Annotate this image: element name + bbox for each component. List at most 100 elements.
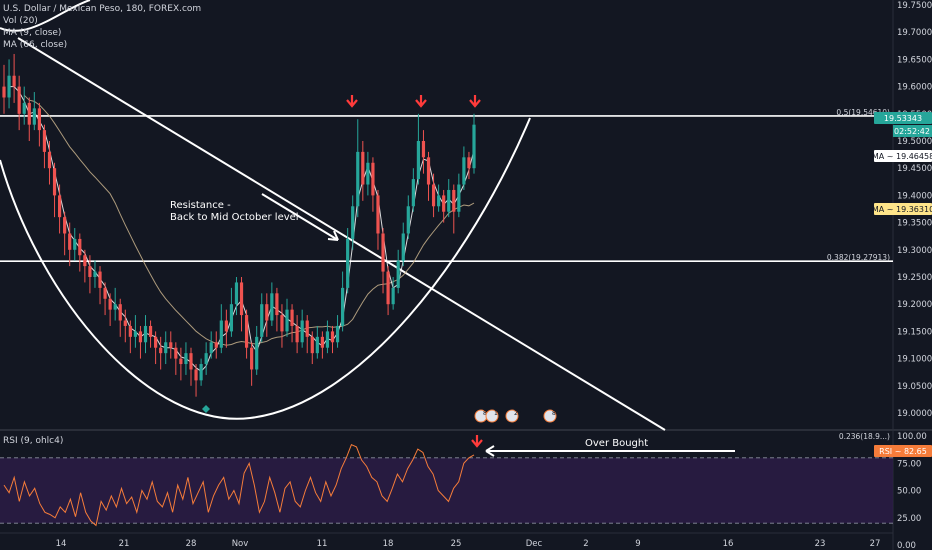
candle-body <box>138 331 143 343</box>
rsi-tick-label: 0.00 <box>897 541 916 550</box>
time-tick-label: 16 <box>723 539 734 549</box>
annotation-layer[interactable]: Resistance -Back to Mid October level Ove… <box>170 95 735 457</box>
volume-indicator-label[interactable]: Vol (20) <box>3 16 38 26</box>
candle-body <box>396 260 400 288</box>
time-tick-label: 23 <box>815 539 826 549</box>
candle-body <box>98 271 102 288</box>
candle-body <box>63 217 67 234</box>
candle-body <box>320 336 324 348</box>
candle-body <box>462 157 466 185</box>
candle-body <box>457 184 461 212</box>
ma-slow-indicator-label[interactable]: MA (66, close) <box>3 40 68 50</box>
candle-body <box>57 195 62 218</box>
time-tick-label: 21 <box>119 539 130 549</box>
time-tick-label: 27 <box>870 539 881 549</box>
candle-body <box>447 189 451 212</box>
price-tick-label: 19.45000 <box>897 164 932 174</box>
price-tick-label: 19.20000 <box>897 300 932 310</box>
candle-body <box>22 102 26 114</box>
candle-body <box>194 369 198 381</box>
ma-fast-indicator-label[interactable]: MA (9, close) <box>3 28 62 38</box>
candle-body <box>391 287 395 305</box>
resistance-annotation-line2: Back to Mid October level <box>170 212 299 223</box>
event-badge-icon <box>505 409 519 423</box>
countdown-tag-bg <box>893 125 932 137</box>
resistance-marker-arrow <box>469 95 481 108</box>
candle-body <box>330 331 335 343</box>
event-badge-count: 8 <box>483 410 487 417</box>
time-tick-label: 14 <box>56 539 67 549</box>
candle-body <box>108 298 112 310</box>
price-tags: 19.53343 02:52:42 MA ~ 19.46458 MA ~ 19.363… <box>872 112 932 457</box>
candle-body <box>255 336 259 370</box>
candle-body <box>265 304 269 321</box>
candle-body <box>103 287 107 299</box>
price-tick-label: 19.05000 <box>897 382 932 392</box>
resistance-arrow-shaft <box>261 193 339 241</box>
ma-slow-value-tag: MA ~ 19.36310 <box>872 205 932 214</box>
candle-body <box>386 271 390 305</box>
candle-body <box>315 336 319 354</box>
candle-body <box>78 238 82 256</box>
candle-body <box>143 325 148 343</box>
event-badge-count: 22 <box>514 410 522 417</box>
candle-body <box>411 179 415 207</box>
candle-body <box>452 189 456 212</box>
candle-body <box>270 293 274 321</box>
price-tick-label: 19.10000 <box>897 355 932 365</box>
candle-body <box>416 141 421 180</box>
resistance-arrow-head <box>327 230 339 241</box>
candle-body <box>361 151 365 185</box>
candle-body <box>229 304 234 332</box>
candle-body <box>366 162 370 185</box>
candle-body <box>199 364 203 381</box>
rsi-panel-title[interactable]: RSI (9, ohlc4) <box>3 436 64 446</box>
candle-body <box>169 342 173 348</box>
event-badge-count: 8 <box>552 410 556 417</box>
drawing-layer[interactable]: 0.5(19.54610) 0.382(19.27913) 0.236(18.9..… <box>0 0 893 441</box>
last-price-tag: 19.53343 <box>884 114 922 123</box>
candle-body <box>88 266 92 277</box>
candle-body <box>209 342 213 354</box>
time-axis[interactable]: 14 21 28 Nov 11 18 25 Dec 2 9 16 23 27 <box>56 539 881 549</box>
candle-body <box>325 331 330 348</box>
candle-body <box>381 233 385 272</box>
symbol-title[interactable]: U.S. Dollar / Mexican Peso, 180, FOREX.c… <box>3 4 202 14</box>
rsi-axis: 100.00 75.00 50.00 25.00 0.00 <box>897 432 927 550</box>
candle-body <box>346 238 350 288</box>
candle-body <box>214 342 218 348</box>
candle-body <box>300 320 304 343</box>
candle-body <box>351 206 355 239</box>
rsi-tick-label: 25.00 <box>897 514 921 524</box>
candle-body <box>406 206 410 234</box>
time-tick-label: Nov <box>232 539 249 549</box>
candle-body <box>437 195 441 207</box>
overbought-arrow-head <box>485 445 495 457</box>
rsi-value-tag: RSI ~ 82.65 <box>879 447 927 456</box>
candlestick-series <box>2 53 476 397</box>
overbought-marker-arrow <box>471 435 483 448</box>
candle-body <box>310 336 314 354</box>
rsi-value-tag-bg <box>874 445 932 457</box>
rsi-tick-label: 75.00 <box>897 459 921 469</box>
candle-body <box>154 336 158 348</box>
event-badge-count: 18 <box>494 410 502 417</box>
ma-slow-value-tag-bg <box>874 203 932 215</box>
cup-pattern-curve <box>0 117 531 420</box>
candle-body <box>93 271 97 277</box>
ma-fast-value-tag: MA ~ 19.46458 <box>872 152 932 161</box>
price-tick-label: 19.50000 <box>897 137 932 147</box>
price-tick-label: 19.25000 <box>897 273 932 283</box>
candle-body <box>295 325 299 343</box>
candle-body <box>224 320 228 332</box>
candle-body <box>401 233 405 261</box>
candle-body <box>341 287 345 326</box>
candle-body <box>47 151 52 169</box>
fib-level-label: 0.382(19.27913) <box>827 253 890 262</box>
candle-body <box>174 347 178 359</box>
candle-body <box>68 233 72 250</box>
chart-legend: U.S. Dollar / Mexican Peso, 180, FOREX.c… <box>3 3 201 51</box>
price-tick-label: 19.00000 <box>897 409 932 419</box>
diamond-marker <box>202 405 210 413</box>
